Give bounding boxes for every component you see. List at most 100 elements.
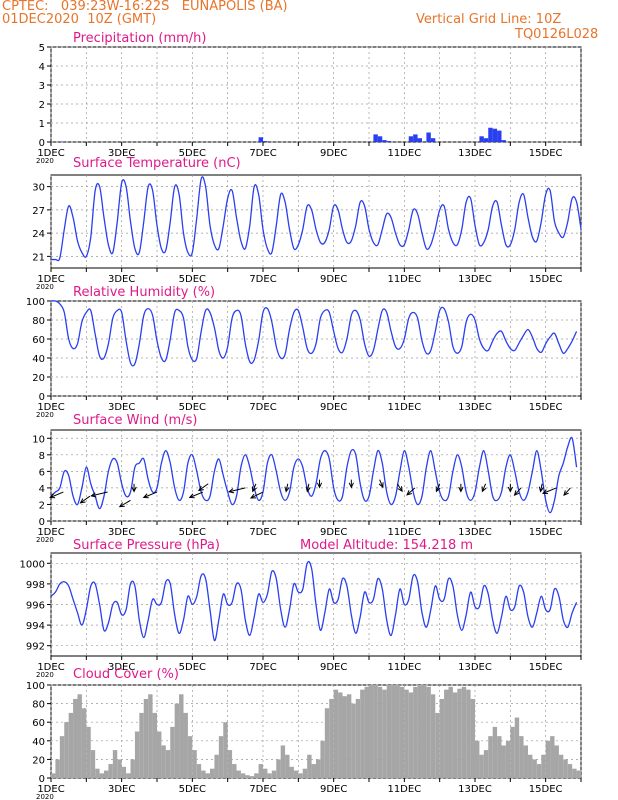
cloud-bar — [364, 686, 369, 778]
precip-ytick-label: 3 — [39, 81, 45, 92]
cloud-bar — [223, 722, 228, 778]
wind-arrow — [316, 479, 323, 489]
cloud-bar — [289, 766, 294, 778]
wind-arrow — [197, 483, 209, 492]
cloud-xtick-label: 13DEC — [458, 784, 492, 795]
precip-xtick-label: 13DEC — [458, 148, 492, 159]
cloud-bar — [161, 745, 166, 778]
cloud-bar — [444, 689, 449, 778]
precip-ytick-label: 0 — [39, 138, 45, 149]
cloud-bar — [377, 686, 383, 778]
cloud-xtick-label: 11DEC — [387, 784, 421, 795]
temp-ytick-label: 21 — [32, 252, 45, 263]
wind-arrow — [228, 487, 246, 494]
cloud-bar — [108, 764, 113, 778]
wind-arrow-shaft — [250, 491, 264, 499]
cloud-bar — [143, 698, 149, 778]
wind-arrow-head — [305, 486, 311, 493]
wind-arrow — [435, 483, 441, 493]
cloud-bar — [179, 694, 184, 778]
wind-arrow-head — [188, 493, 195, 499]
cloud-bar — [280, 745, 286, 778]
temp-ytick-label: 27 — [32, 206, 45, 217]
cloud-bar — [550, 736, 555, 778]
precip-ytick-label: 2 — [39, 100, 45, 111]
cloud-ytick-label: 0 — [39, 774, 45, 785]
wind-arrow-shaft — [514, 487, 522, 496]
cloud-xtick-label: 1DEC — [37, 784, 64, 795]
precip-bar — [386, 141, 392, 142]
wind-arrow-shaft — [285, 483, 289, 492]
precip-bar — [501, 140, 506, 142]
cloud-bar — [404, 689, 409, 778]
rh-ytick-label: 20 — [32, 373, 45, 384]
cloud-bar — [351, 703, 356, 778]
cloud-bar — [81, 708, 87, 778]
rh-series-line — [50, 300, 578, 367]
wind-arrow-shaft — [91, 491, 108, 497]
wind-arrow-shaft — [229, 487, 246, 493]
cloud-bar — [514, 717, 520, 778]
precip-xtick-label: 7DEC — [249, 148, 276, 159]
wind-arrow-shaft — [189, 491, 204, 498]
pressure-ytick-label: 996 — [26, 601, 45, 612]
cloud-bar — [430, 694, 436, 778]
cloud-bar — [77, 694, 82, 778]
cloud-bar — [567, 764, 573, 778]
pressure-ytick-label: 992 — [26, 642, 45, 653]
cloud-ytick-label: 40 — [32, 737, 45, 748]
cloud-bar — [528, 754, 533, 778]
wind-arrow-head — [348, 482, 354, 489]
cloud-bar — [263, 768, 268, 778]
cloud-bar — [439, 698, 445, 778]
cloud-bar — [157, 731, 162, 778]
precip-ytick-label: 1 — [39, 119, 45, 130]
precip-ytick-label: 4 — [39, 62, 45, 73]
cloud-bar — [360, 689, 365, 778]
cloud-bar — [519, 736, 524, 778]
cloud-bar — [64, 722, 69, 778]
temp-xtick-label: 3DEC — [108, 274, 135, 285]
cloud-bar — [285, 754, 290, 778]
cloud-bar — [174, 703, 180, 778]
cloud-bar — [276, 759, 281, 778]
cloud-bar — [572, 768, 577, 778]
pressure-xtick-label: 5DEC — [179, 662, 206, 673]
cloud-bar — [218, 736, 224, 778]
precip-bar — [382, 140, 387, 142]
temp-xtick-label: 15DEC — [529, 274, 563, 285]
wind-year-label: 2020 — [36, 536, 54, 544]
wind-arrow-shaft — [435, 483, 441, 492]
cloud-xtick-label: 3DEC — [108, 784, 135, 795]
temp-xtick-label: 9DEC — [320, 274, 347, 285]
precip-year-label: 2020 — [36, 157, 54, 165]
run-time-label: 01DEC2020 10Z (GMT) — [2, 12, 157, 27]
cloud-ytick-label: 80 — [32, 700, 45, 711]
cloud-ytick-label: 20 — [32, 755, 45, 766]
cloud-bar — [501, 745, 506, 778]
precip-xtick-label: 11DEC — [387, 148, 421, 159]
cloud-bar — [240, 773, 246, 778]
wind-xtick-label: 9DEC — [320, 527, 347, 538]
rh-xtick-label: 3DEC — [108, 402, 135, 413]
wind-arrow — [251, 483, 257, 493]
cloud-bar — [130, 759, 135, 778]
wind-xtick-label: 15DEC — [529, 527, 563, 538]
wind-arrow-head — [406, 490, 412, 496]
cloud-bar — [497, 736, 502, 778]
precip-bar — [373, 134, 378, 142]
temp-xtick-label: 7DEC — [249, 274, 276, 285]
cloud-bar — [298, 773, 303, 778]
wind-ytick-label: 2 — [39, 500, 45, 511]
cloud-bar — [59, 736, 65, 778]
wind-arrow — [142, 491, 158, 499]
cloud-bar — [271, 770, 277, 778]
precip-bar — [263, 141, 268, 142]
rh-ytick-label: 100 — [26, 297, 45, 308]
wind-arrow — [458, 483, 464, 493]
cloud-bar — [86, 726, 91, 778]
cloud-bar — [558, 754, 564, 778]
wind-arrow-head — [197, 485, 204, 492]
cloud-bar — [324, 708, 330, 778]
cloud-bar — [245, 775, 250, 778]
